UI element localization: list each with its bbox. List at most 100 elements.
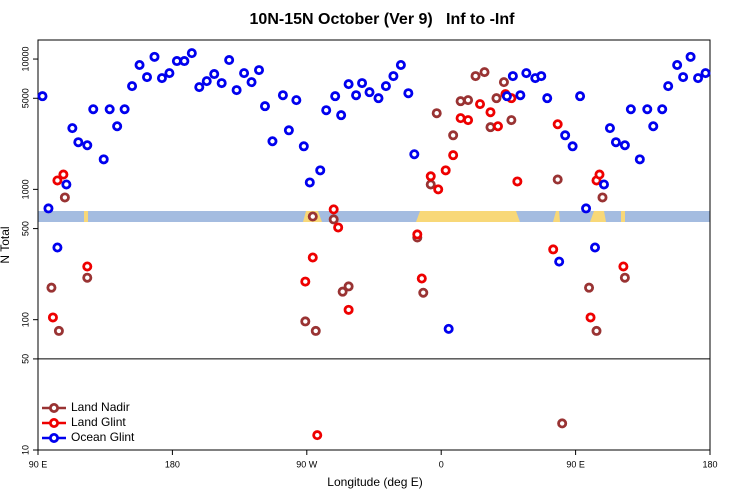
point (425, 171, 436, 182)
point (512, 176, 523, 187)
land-patch (590, 211, 606, 222)
point (409, 149, 420, 160)
chart-title: 10N-15N October (Ver 9) Inf to -Inf (250, 11, 516, 28)
point (328, 214, 339, 225)
point (254, 65, 265, 76)
legend-label: Land Glint (71, 415, 126, 429)
point (594, 169, 605, 180)
point (37, 91, 48, 102)
point (343, 281, 354, 292)
point (619, 140, 630, 151)
point (298, 141, 309, 152)
point (201, 76, 212, 87)
point (224, 55, 235, 66)
point (479, 67, 490, 78)
point (560, 130, 571, 141)
y-tick-label: 100 (20, 312, 30, 327)
point (149, 51, 160, 62)
point (52, 242, 63, 253)
point (73, 137, 84, 148)
point (364, 87, 375, 98)
point (575, 91, 586, 102)
point (501, 91, 512, 102)
land-patch (553, 211, 560, 222)
y-tick-label: 500 (20, 221, 30, 236)
legend-label: Ocean Glint (71, 430, 135, 444)
legend-marker (49, 402, 60, 413)
point (584, 282, 595, 293)
point (259, 101, 270, 112)
point (416, 273, 427, 284)
point (380, 81, 391, 92)
point (591, 325, 602, 336)
point (52, 175, 63, 186)
point (307, 211, 318, 222)
point (357, 78, 368, 89)
point (267, 136, 278, 147)
point (330, 91, 341, 102)
point (475, 99, 486, 110)
point (554, 256, 565, 267)
point (567, 141, 578, 152)
point (291, 95, 302, 106)
point (431, 108, 442, 119)
point (657, 104, 668, 115)
point (216, 78, 227, 89)
point (425, 179, 436, 190)
point (373, 93, 384, 104)
plot-frame (37, 39, 711, 451)
point (395, 60, 406, 71)
point (47, 312, 58, 323)
point (53, 325, 64, 336)
x-tick-label: 180 (702, 459, 717, 469)
x-tick-label: 90 E (29, 459, 48, 469)
x-tick-label: 90 W (296, 459, 318, 469)
point (485, 122, 496, 133)
y-tick-label: 10000 (20, 47, 30, 72)
point (455, 96, 466, 107)
point (333, 222, 344, 233)
point (597, 192, 608, 203)
point (552, 174, 563, 185)
point (142, 72, 153, 83)
point (642, 104, 653, 115)
point (634, 154, 645, 165)
point (300, 316, 311, 327)
point (463, 115, 474, 126)
point (61, 179, 72, 190)
y-tick-label: 5000 (20, 88, 30, 108)
point (619, 272, 630, 283)
point (418, 287, 429, 298)
ocean-band (38, 211, 710, 222)
point (43, 203, 54, 214)
y-tick-label: 1000 (20, 179, 30, 199)
legend-label: Land Nadir (71, 400, 130, 414)
x-tick-label: 90 E (566, 459, 585, 469)
point (310, 325, 321, 336)
legend-marker (49, 417, 60, 428)
point (515, 90, 526, 101)
y-tick-label: 10 (20, 445, 30, 455)
point (557, 418, 568, 429)
point (82, 261, 93, 272)
point (82, 272, 93, 283)
point (46, 282, 57, 293)
point (672, 60, 683, 71)
point (328, 204, 339, 215)
point (59, 192, 70, 203)
point (507, 71, 518, 82)
point (604, 123, 615, 134)
point (491, 93, 502, 104)
y-tick-label: 50 (20, 354, 30, 364)
point (343, 304, 354, 315)
point (186, 48, 197, 59)
x-axis-label: Longitude (deg E) (327, 475, 422, 489)
point (610, 137, 621, 148)
point (506, 115, 517, 126)
point (277, 90, 288, 101)
point (433, 184, 444, 195)
point (337, 286, 348, 297)
point (470, 71, 481, 82)
point (231, 85, 242, 96)
